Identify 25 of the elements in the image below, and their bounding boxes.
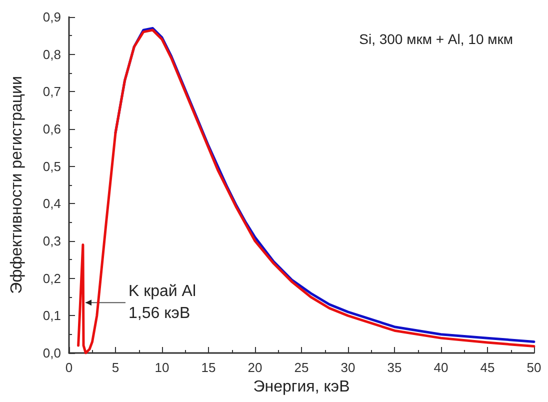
y-axis-title: Эффективности регистрации	[8, 76, 26, 294]
x-tick-label: 10	[154, 360, 170, 375]
y-tick-label: 0,0	[42, 346, 61, 360]
y-tick-label: 0,4	[42, 196, 61, 212]
y-tick-label: 0,6	[42, 122, 61, 136]
x-tick-label: 5	[112, 360, 120, 375]
y-tick-label: 0,1	[42, 308, 61, 324]
y-tick-label: 0,9	[42, 10, 61, 24]
x-tick-label: 15	[201, 360, 216, 375]
y-tick-label: 0,5	[42, 158, 61, 174]
y-tick-label: 0,7	[42, 84, 61, 100]
y-tick-label: 0,8	[42, 46, 61, 62]
x-tick-label: 25	[294, 360, 309, 375]
x-axis-title: Энергия, кэВ	[253, 378, 350, 396]
x-tick-label: 45	[480, 360, 495, 375]
annotation: K край Al 1,56 кэВ	[128, 283, 196, 322]
annotation: Si, 300 мкм + Al, 10 мкм	[359, 31, 514, 47]
x-tick-label: 40	[434, 360, 448, 375]
x-tick-label: 35	[387, 360, 402, 375]
x-tick-label: 0	[65, 360, 73, 375]
x-tick-label: 50	[526, 360, 542, 375]
x-tick-label: 20	[248, 360, 262, 375]
y-tick-label: 0,3	[42, 234, 61, 248]
x-tick-label: 30	[340, 360, 356, 375]
y-tick-label: 0,2	[42, 270, 61, 286]
